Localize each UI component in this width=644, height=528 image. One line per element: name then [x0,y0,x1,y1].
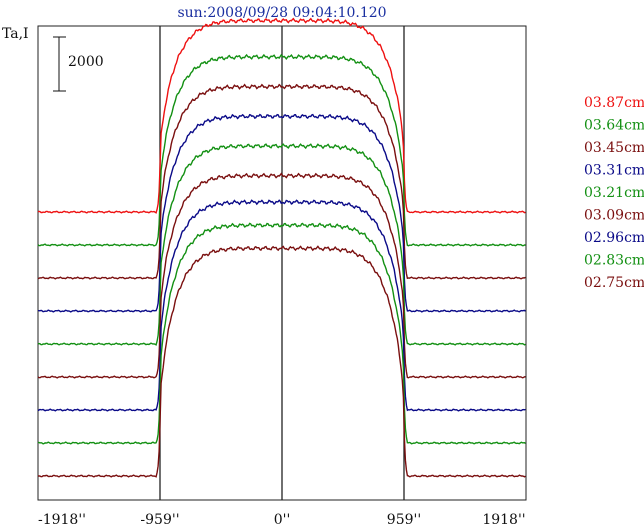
legend-item: 03.09cm [584,208,644,224]
legend-item: 02.96cm [584,230,644,246]
legend-item: 03.31cm [584,163,644,179]
legend-item: 02.83cm [584,253,644,269]
legend-item: 03.64cm [584,118,644,134]
series-line-02.75cm [37,245,526,478]
x-tick-label: -1918'' [38,512,86,528]
series-group [37,17,526,478]
series-line-02.83cm [37,222,526,445]
series-line-03.87cm [37,17,526,214]
y-axis-label: Ta,I [2,26,29,42]
series-line-03.21cm [37,143,526,346]
series-line-02.96cm [37,199,526,412]
legend-item: 03.45cm [584,140,644,156]
series-line-03.31cm [37,113,526,313]
x-tick-label: 959'' [387,512,421,528]
legend-item: 02.75cm [584,275,644,291]
series-line-03.64cm [37,53,526,247]
legend: 03.87cm 03.64cm 03.45cm 03.31cm 03.21cm 03.09… [584,95,644,291]
series-line-03.45cm [37,83,526,280]
legend-item: 03.21cm [584,185,644,201]
series-line-03.09cm [37,172,526,379]
x-tick-labels: -1918'' -959'' 0'' 959'' 1918'' [38,512,526,528]
x-tick-label: 0'' [274,512,291,528]
chart-title: sun:2008/09/28 09:04:10.120 [177,5,386,21]
x-tick-label: -959'' [140,512,179,528]
legend-item: 03.87cm [584,95,644,111]
scale-bar-label: 2000 [68,54,104,70]
scale-bar: 2000 [53,36,104,92]
x-tick-label: 1918'' [482,512,525,528]
